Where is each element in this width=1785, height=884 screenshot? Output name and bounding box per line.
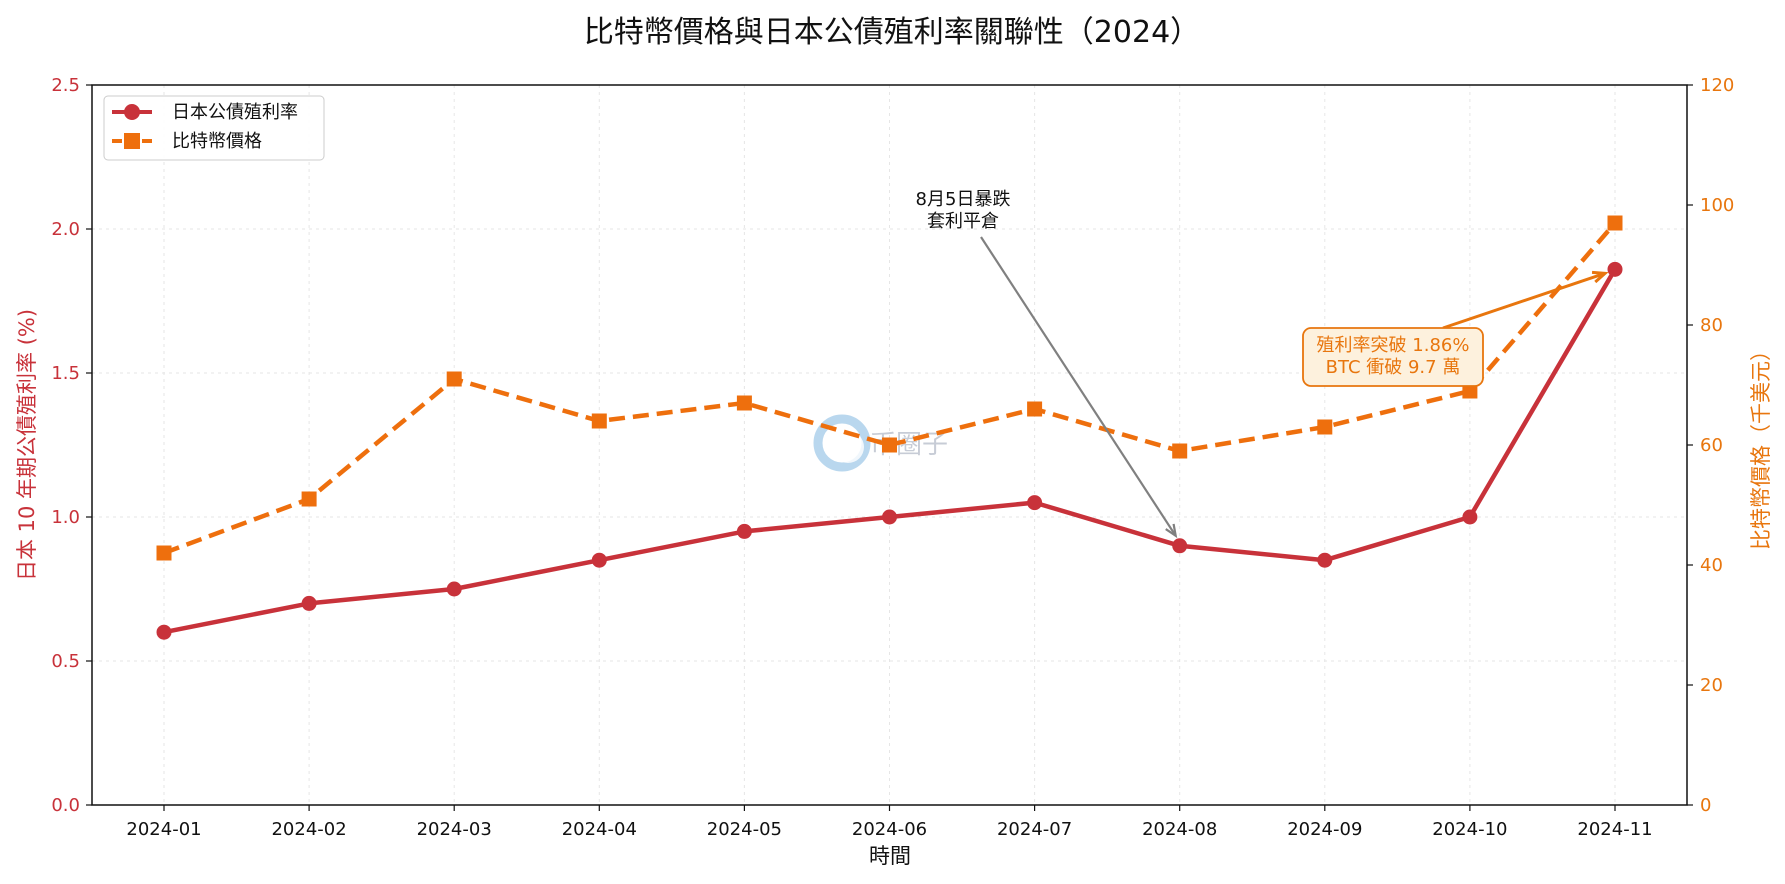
legend-marker-btc <box>124 133 140 149</box>
annotation-breakout-text: BTC 衝破 9.7 萬 <box>1326 357 1461 378</box>
annotation-breakout-text: 殖利率突破 1.86% <box>1317 334 1470 356</box>
y-left-axis-label: 日本 10 年期公債殖利率 (%) <box>15 309 39 581</box>
point-yield <box>1607 261 1623 277</box>
legend-box <box>103 95 325 161</box>
point-yield <box>1317 552 1333 568</box>
point-btc <box>1462 383 1478 399</box>
point-yield <box>156 624 172 640</box>
annotation-crash-arrowhead <box>1165 523 1178 539</box>
annotation-crash-arrow <box>980 236 1177 537</box>
x-tick-label: 2024-11 <box>1577 819 1652 840</box>
y-left-tick-label: 0.0 <box>51 795 80 816</box>
series-layer <box>156 215 1623 640</box>
annotation-crash-text: 套利平倉 <box>927 211 999 232</box>
point-btc <box>156 545 172 561</box>
axis-ticks: 0.0 0.5 1.0 1.5 2.0 2.5 0 20 40 60 80 100 120 2024-01… <box>51 75 1734 840</box>
y-right-tick-label: 20 <box>1700 675 1723 696</box>
legend-item-yield: 日本公債殖利率 <box>112 101 298 123</box>
y-right-tick-label: 0 <box>1700 795 1711 816</box>
point-yield <box>301 595 317 611</box>
annotation-crash-text: 8月5日暴跌 <box>916 189 1011 210</box>
point-yield <box>882 509 897 525</box>
y-right-tick-label: 40 <box>1700 555 1723 576</box>
annotation-breakout-arrowhead <box>1591 270 1609 284</box>
y-right-tick-label: 80 <box>1700 315 1723 336</box>
watermark: 币圈子 <box>813 414 948 472</box>
point-btc <box>1027 401 1043 417</box>
x-tick-label: 2024-08 <box>1142 819 1217 840</box>
point-btc <box>1317 419 1333 435</box>
legend-label-yield: 日本公債殖利率 <box>172 101 298 123</box>
x-tick-label: 2024-01 <box>126 819 201 840</box>
x-tick-label: 2024-02 <box>271 819 346 840</box>
watermark-logo-inner <box>832 431 864 463</box>
y-right-tick-label: 100 <box>1700 195 1734 216</box>
legend-item-btc: 比特幣價格 <box>112 131 262 152</box>
point-btc <box>301 491 317 507</box>
x-tick-label: 2024-05 <box>707 819 782 840</box>
point-btc <box>1607 215 1623 231</box>
point-btc <box>591 413 607 429</box>
x-tick-label: 2024-07 <box>997 819 1072 840</box>
watermark-logo-icon <box>813 414 871 472</box>
x-tick-label: 2024-09 <box>1287 819 1362 840</box>
point-yield <box>1462 509 1478 525</box>
legend-label-btc: 比特幣價格 <box>172 131 262 152</box>
x-tick-label: 2024-04 <box>562 819 637 840</box>
annotation-breakout-box <box>1302 327 1484 387</box>
x-tick-label: 2024-03 <box>417 819 492 840</box>
chart-title: 比特幣價格與日本公債殖利率關聯性（2024） <box>584 15 1200 50</box>
y-left-tick-label: 1.0 <box>51 507 80 528</box>
point-yield <box>1172 538 1188 554</box>
y-left-tick-label: 0.5 <box>51 651 80 672</box>
x-tick-label: 2024-10 <box>1432 819 1507 840</box>
y-left-tick-label: 1.5 <box>51 363 80 384</box>
y-left-tick-label: 2.5 <box>51 75 80 96</box>
point-yield <box>1027 495 1043 511</box>
x-axis-label: 時間 <box>869 844 911 868</box>
y-left-tick-label: 2.0 <box>51 219 80 240</box>
y-right-tick-label: 60 <box>1700 435 1723 456</box>
legend: 日本公債殖利率 比特幣價格 <box>103 95 325 161</box>
legend-marker-yield <box>124 104 140 120</box>
point-btc <box>736 395 752 411</box>
annotation-breakout-arrow <box>1442 271 1606 330</box>
point-yield <box>446 581 462 597</box>
point-btc <box>882 437 897 453</box>
point-yield <box>736 523 752 539</box>
y-right-tick-label: 120 <box>1700 75 1734 96</box>
point-yield <box>591 552 607 568</box>
y-right-axis-label: 比特幣價格（千美元） <box>1749 340 1773 550</box>
x-tick-label: 2024-06 <box>852 819 927 840</box>
point-btc <box>1172 443 1188 459</box>
point-btc <box>446 371 462 387</box>
